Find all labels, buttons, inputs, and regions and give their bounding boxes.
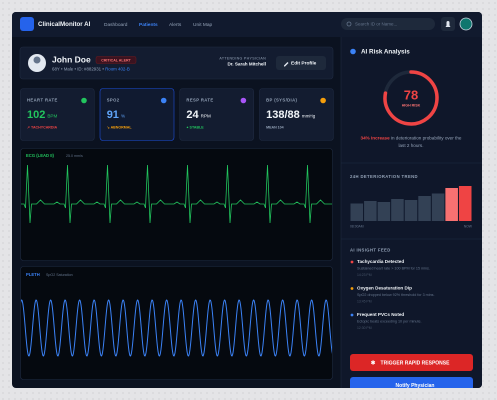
pleth-label: PLETH (26, 272, 40, 277)
ecg-panel (20, 148, 333, 261)
vital-label: BP (SYS/DIA) (266, 98, 297, 103)
vital-status: ↗ TACHYCARDIA (27, 125, 58, 129)
vital-card (179, 88, 254, 141)
alert-badge (95, 56, 137, 64)
notify-text: Notify Physician (396, 383, 435, 389)
ecg-speed: 25.0 mm/s (66, 154, 83, 158)
trend-bar (418, 196, 431, 221)
brand: ClinicalMonitor AI (38, 21, 91, 28)
physician-name: Dr. Sarah Mitchell (227, 62, 266, 67)
trend-bar (445, 188, 458, 221)
risk-text: 34% increase in deterioration probabilit… (361, 136, 462, 141)
vital-card (99, 88, 175, 141)
patient-details: 68Y • Male • ID: #882931 • (52, 67, 105, 72)
pleth-panel (20, 266, 333, 380)
vital-label: HEART RATE (27, 98, 58, 103)
vital-value: 91 (107, 109, 119, 121)
search-box[interactable] (341, 18, 435, 30)
risk-increase: 34% increase (361, 136, 391, 141)
trend-bar (431, 193, 445, 221)
risk-score: 78 (404, 87, 418, 102)
search-icon (346, 21, 352, 27)
feed-item-text: Sustained heart rate > 100 BPM for 15 mi… (357, 266, 430, 270)
vital-card (259, 88, 334, 141)
vital-unit: % (121, 114, 125, 119)
nav-link[interactable]: Alerts (169, 22, 182, 28)
bell-icon (445, 21, 451, 27)
vital-unit: RPM (201, 114, 211, 119)
feed-item-time: 14:23 PM (357, 273, 372, 277)
nav-link[interactable]: Unit Map (193, 22, 213, 28)
feed-item-text: Ectopic beats exceeding 10 per minute. (357, 319, 422, 323)
trend-bar (377, 202, 391, 221)
notify-button[interactable] (350, 377, 473, 394)
vital-icon (240, 97, 247, 104)
vital-status: ● STABLE (186, 125, 204, 129)
ecg-label: ECG (LEAD II) (26, 153, 55, 158)
avatar[interactable] (459, 17, 473, 31)
feed-item-text: SpO2 dropped below 92% threshold for 3 m… (357, 293, 434, 297)
edit-button-text: Edit Profile (291, 61, 317, 67)
vital-value: 138/88 (266, 109, 300, 121)
patient-photo-head (33, 56, 41, 64)
trend-start: 08:00AM (350, 224, 364, 228)
trend-bar (404, 200, 418, 221)
feed-item-time: 13:45 PM (357, 299, 372, 303)
asterisk-icon: ✱ (371, 359, 376, 366)
rapid-response-button[interactable] (350, 354, 473, 371)
rapid-response-text: TRIGGER RAPID RESPONSE (381, 360, 451, 366)
vital-unit: mmHg (302, 114, 316, 119)
risk-text: last 2 hours. (398, 143, 423, 148)
pleth-waveform (21, 299, 332, 357)
trend-bar (364, 201, 377, 221)
vital-icon (160, 97, 167, 104)
patient-room: Room 402-B (105, 67, 130, 72)
risk-text: in deterioration probability over the (390, 136, 462, 141)
vital-value: 102 (27, 109, 45, 121)
trend-title: 24H DETERIORATION TREND (350, 174, 418, 179)
feed-dot (350, 313, 354, 317)
feed-item-title: Tachycardia Detected (357, 259, 404, 264)
vital-card (19, 88, 95, 141)
feed-title: AI INSIGHT FEED (350, 248, 391, 253)
gauge-arc (383, 70, 439, 126)
vital-icon (81, 97, 87, 104)
pleth-sub: SpO2 Saturation (46, 273, 73, 277)
alert-badge-text: CRITICAL ALERT (101, 58, 131, 62)
trend-bar (350, 203, 364, 221)
trend-bar (391, 199, 404, 221)
vital-status: MEAN 104 (266, 125, 284, 129)
nav-link[interactable]: Dashboard (104, 22, 128, 28)
patient-name: John Doe (52, 54, 91, 64)
vital-icon (320, 97, 326, 104)
vital-status: ↘ ABNORMAL (107, 125, 133, 129)
vital-label: RESP RATE (186, 98, 213, 103)
patient-details: 68Y • Male • ID: #882931 • Room 402-B (52, 67, 130, 72)
feed-item-title: Frequent PVCs Noted (357, 312, 404, 317)
physician-label: ATTENDING PHYSICIAN (219, 56, 266, 60)
vital-value: 24 (186, 109, 199, 121)
risk-title: AI Risk Analysis (361, 49, 410, 56)
search-placeholder: Search ID or Name... (355, 22, 397, 27)
edit-icon (284, 62, 289, 67)
trend-end: NOW (464, 224, 473, 228)
feed-dot (350, 287, 354, 290)
feed-item-time: 12:30 PM (357, 326, 372, 330)
feed-dot (350, 260, 354, 264)
nav-link[interactable]: Patients (139, 22, 158, 28)
vital-label: SPO2 (107, 98, 120, 103)
trend-bar (458, 186, 472, 221)
risk-level: HIGH RISK (402, 103, 421, 107)
patient-card (19, 46, 334, 80)
edit-button[interactable] (276, 56, 326, 70)
risk-icon (350, 48, 356, 55)
logo (20, 17, 34, 31)
vital-unit: BPM (47, 114, 57, 119)
ecg-waveform (21, 164, 332, 224)
feed-item-title: Oxygen Desaturation Dip (357, 286, 412, 291)
